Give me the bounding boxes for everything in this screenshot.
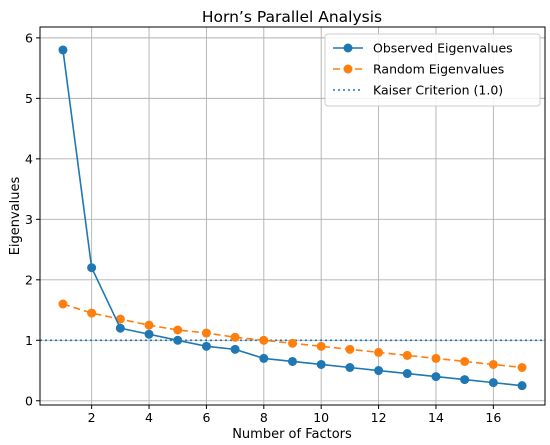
y-tick-label: 2 (25, 272, 33, 287)
random-point (230, 332, 240, 342)
random-point (374, 347, 384, 357)
random-point (517, 363, 527, 373)
observed-point (173, 335, 183, 345)
observed-point (87, 263, 97, 273)
observed-point (230, 344, 240, 354)
random-point (173, 325, 183, 335)
x-tick-label: 10 (313, 410, 329, 425)
x-axis-label: Number of Factors (232, 427, 352, 442)
observed-point (288, 356, 297, 366)
x-tick-label: 4 (145, 410, 153, 425)
legend-item-random: Random Eigenvalues (333, 62, 504, 77)
random-point (488, 359, 498, 369)
random-point (288, 338, 297, 348)
observed-point (201, 341, 211, 351)
x-tick-label: 6 (202, 410, 210, 425)
observed-point (488, 378, 498, 388)
axes-frame (39, 26, 546, 406)
observed-point (58, 45, 68, 55)
random-point (115, 314, 125, 324)
random-point (431, 353, 441, 363)
y-tick-label: 6 (25, 30, 33, 45)
legend-item-kaiser: Kaiser Criterion (1.0) (333, 83, 503, 98)
observed-point (144, 329, 154, 339)
observed-point (316, 359, 326, 369)
observed-point (374, 366, 384, 376)
observed-point (345, 363, 355, 373)
y-axis-label: Eigenvalues (8, 176, 23, 255)
legend-box (324, 33, 541, 107)
observed-point (402, 369, 412, 379)
observed-point (431, 372, 441, 382)
legend-swatch-marker (343, 64, 353, 74)
random-point (259, 335, 269, 345)
random-point (402, 350, 412, 360)
observed-point (259, 353, 269, 363)
legend-swatch-marker (343, 43, 353, 53)
x-tick-label: 2 (88, 410, 96, 425)
random-point (201, 328, 211, 338)
legend-item-observed: Observed Eigenvalues (333, 41, 513, 56)
y-tick-label: 0 (25, 393, 33, 408)
x-tick-label: 8 (260, 410, 268, 425)
observed-point (517, 381, 527, 391)
observed-point (115, 323, 125, 333)
x-tick-label: 12 (371, 410, 387, 425)
random-point (87, 308, 97, 318)
legend: Observed Eigenvalues Random Eigenvalues Ka… (324, 33, 541, 107)
random-point (316, 341, 326, 351)
random-point (58, 299, 68, 309)
random-point (345, 344, 355, 354)
x-tick-label: 14 (428, 410, 444, 425)
random-point (144, 320, 154, 330)
x-tick-label: 16 (485, 410, 501, 425)
y-tick-label: 5 (25, 91, 33, 106)
legend-label: Observed Eigenvalues (373, 41, 513, 56)
observed-point (460, 375, 470, 385)
random-point (460, 356, 470, 366)
legend-label: Random Eigenvalues (373, 62, 504, 77)
y-tick-label: 3 (25, 212, 33, 227)
y-tick-label: 1 (25, 333, 33, 348)
chart-title: Horn’s Parallel Analysis (202, 8, 382, 26)
y-tick-label: 4 (25, 151, 33, 166)
legend-label: Kaiser Criterion (1.0) (373, 83, 503, 98)
